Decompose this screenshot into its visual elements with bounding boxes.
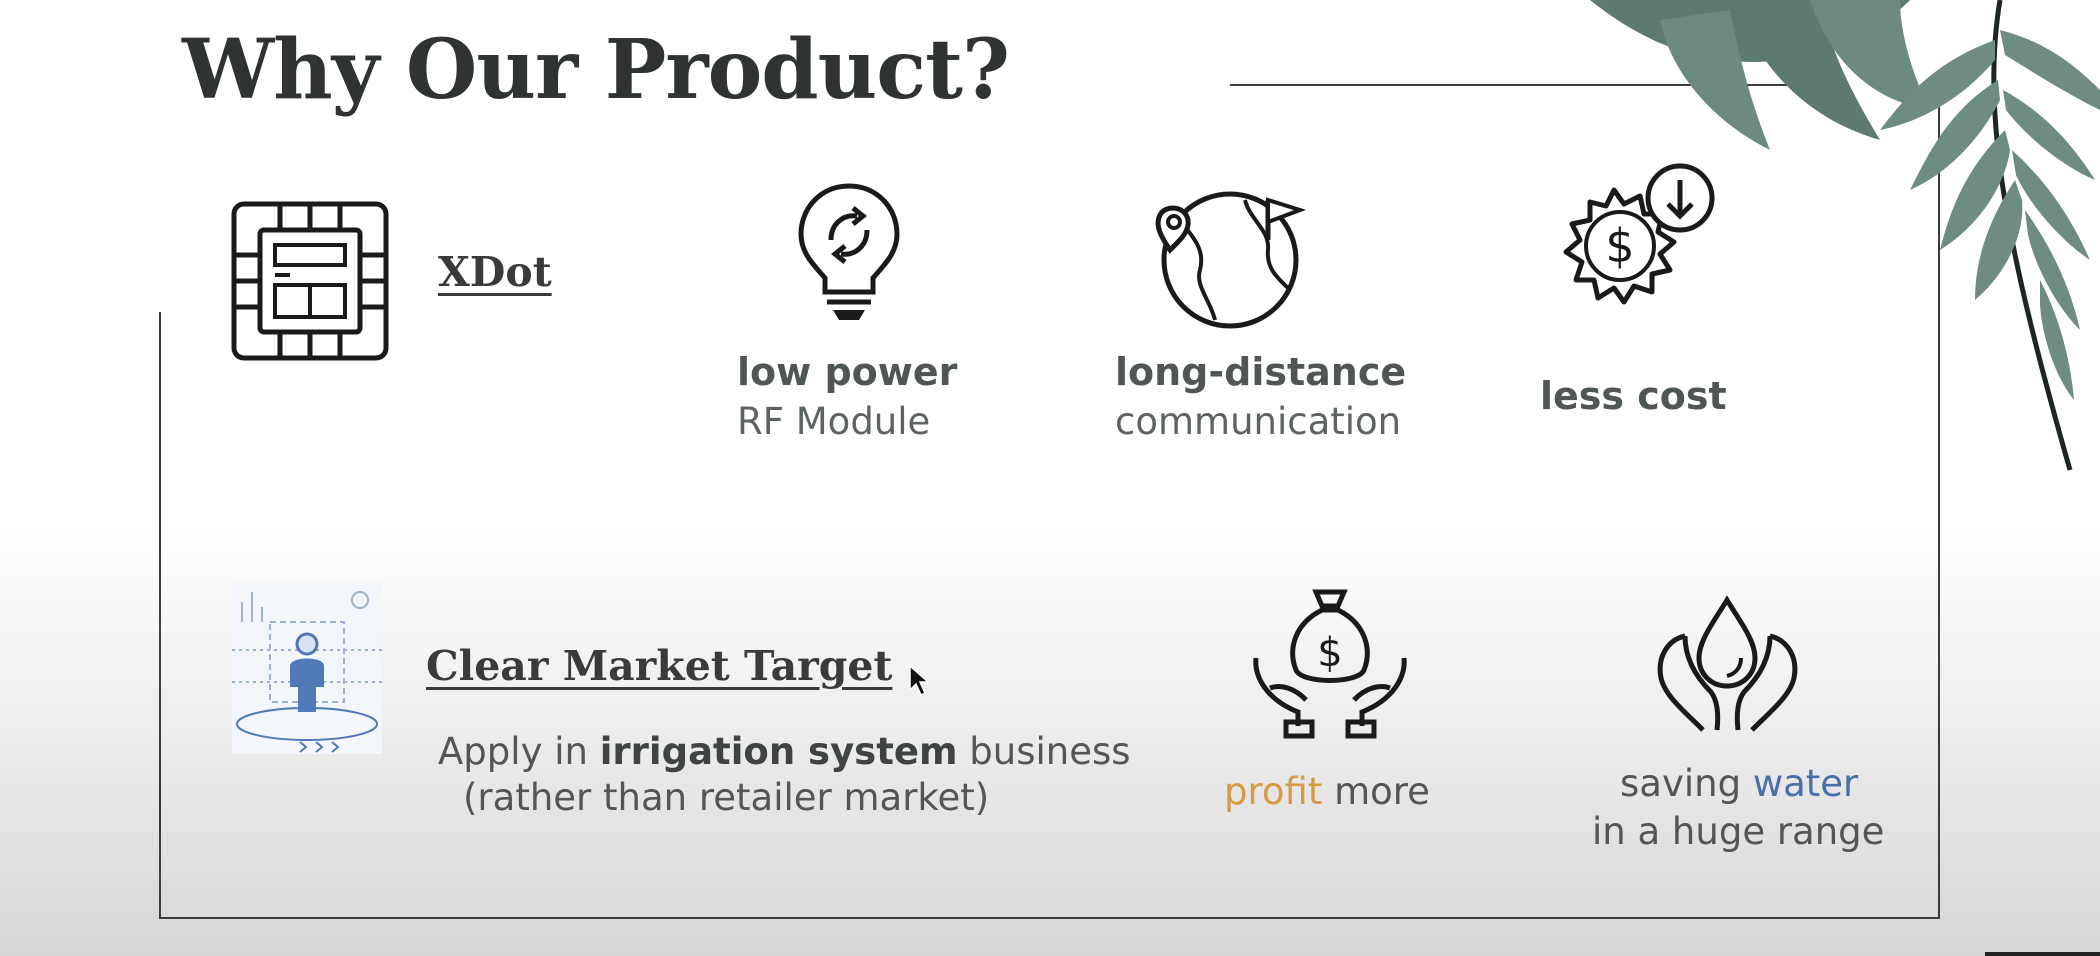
frame-right-line (1938, 84, 1940, 919)
feature-lowpower-light: RF Module (737, 400, 931, 443)
water-pre: saving (1620, 762, 1753, 805)
feature-lesscost-bold: less cost (1540, 374, 1727, 418)
market-target-link[interactable]: Clear Market Target (426, 642, 893, 690)
dollar-down-icon: $ (1563, 163, 1715, 305)
profit-more-text: profit more (1224, 770, 1430, 813)
profit-highlight: profit (1224, 770, 1323, 813)
svg-text:$: $ (1317, 630, 1342, 676)
svg-text:$: $ (1605, 219, 1634, 273)
saving-water-line1: saving water (1620, 762, 1858, 805)
feature-longdistance-bold: long-distance (1115, 350, 1407, 394)
frame-top-line (1230, 84, 1810, 86)
market-desc-post: business (957, 730, 1131, 773)
corner-mark (1985, 952, 2100, 956)
market-description-line1: Apply in irrigation system business (438, 730, 1131, 773)
frame-bottom-line (159, 917, 1940, 919)
profit-rest: more (1322, 770, 1430, 813)
palm-leaves-decoration (1590, 0, 2100, 471)
chip-icon (231, 201, 389, 361)
slide-title: Why Our Product? (182, 22, 1010, 118)
market-target-illustration (232, 582, 382, 754)
frame-left-line (159, 312, 161, 919)
feature-lowpower-bold: low power (737, 350, 958, 394)
saving-water-line2: in a huge range (1592, 810, 1885, 853)
water-drop-hands-icon (1657, 596, 1798, 732)
water-highlight: water (1752, 762, 1859, 805)
xdot-link[interactable]: XDot (438, 248, 552, 296)
market-desc-pre: Apply in (438, 730, 600, 773)
market-desc-bold: irrigation system (599, 730, 958, 773)
mouse-cursor-icon (909, 664, 930, 697)
feature-longdistance-light: communication (1115, 400, 1402, 443)
money-bag-hands-icon: $ (1253, 589, 1407, 739)
market-description-line2: (rather than retailer market) (463, 776, 990, 819)
globe-location-icon (1155, 191, 1307, 329)
lightbulb-icon (798, 183, 900, 320)
